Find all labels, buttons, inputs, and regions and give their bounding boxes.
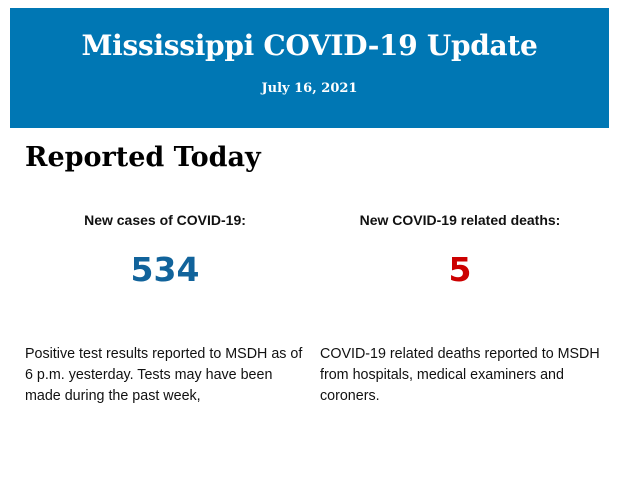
new-cases-description: Positive test results reported to MSDH a…: [25, 346, 303, 404]
new-deaths-panel: New COVID-19 related deaths: 5 COVID-19 …: [315, 212, 605, 404]
new-cases-label: New cases of COVID-19:: [84, 212, 246, 228]
new-cases-panel: New cases of COVID-19: 534 Positive test…: [20, 212, 310, 404]
new-deaths-description: COVID-19 related deaths reported to MSDH…: [320, 346, 600, 404]
new-deaths-label: New COVID-19 related deaths:: [359, 212, 561, 228]
new-deaths-value: 5: [448, 250, 472, 289]
new-cases-value: 534: [130, 250, 200, 289]
section-title: Reported Today: [25, 142, 261, 173]
report-date: July 16, 2021: [261, 81, 358, 96]
page-title: Mississippi COVID-19 Update: [81, 29, 538, 62]
header-banner: Mississippi COVID-19 Update July 16, 202…: [10, 8, 609, 128]
